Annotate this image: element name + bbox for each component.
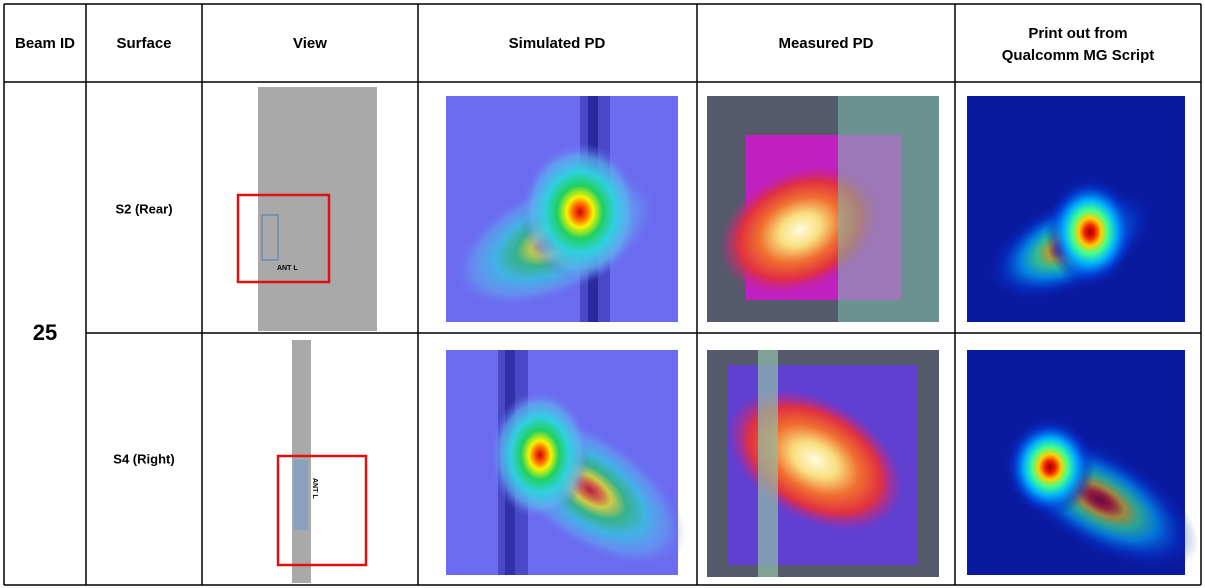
- view-image-right: ANT L: [276, 340, 368, 583]
- header-cell: Simulated PD: [509, 35, 606, 52]
- surface-cell: S4 (Right): [113, 451, 174, 466]
- antenna-label: ANT L: [277, 265, 298, 272]
- antenna-label: ANT L: [311, 478, 318, 499]
- simulated-image-right: [446, 350, 686, 575]
- header-cell: Qualcomm MG Script: [1002, 47, 1155, 64]
- table-grid: [3, 3, 1202, 586]
- qualcomm-image-rear: [967, 96, 1185, 322]
- header-cell: Print out from: [1028, 25, 1127, 42]
- surface-cell: S2 (Rear): [115, 201, 172, 216]
- header-cell: Surface: [116, 35, 171, 52]
- header-cell: View: [293, 35, 327, 52]
- measured-image-rear: [707, 96, 939, 322]
- header-cell: Beam ID: [15, 35, 75, 52]
- simulated-image-rear: [446, 96, 678, 322]
- qualcomm-image-right: [967, 350, 1199, 575]
- view-image-rear: ANT L: [236, 87, 377, 331]
- measured-image-right: [707, 350, 939, 577]
- beam-id: 25: [33, 320, 57, 345]
- header-cell: Measured PD: [778, 35, 873, 52]
